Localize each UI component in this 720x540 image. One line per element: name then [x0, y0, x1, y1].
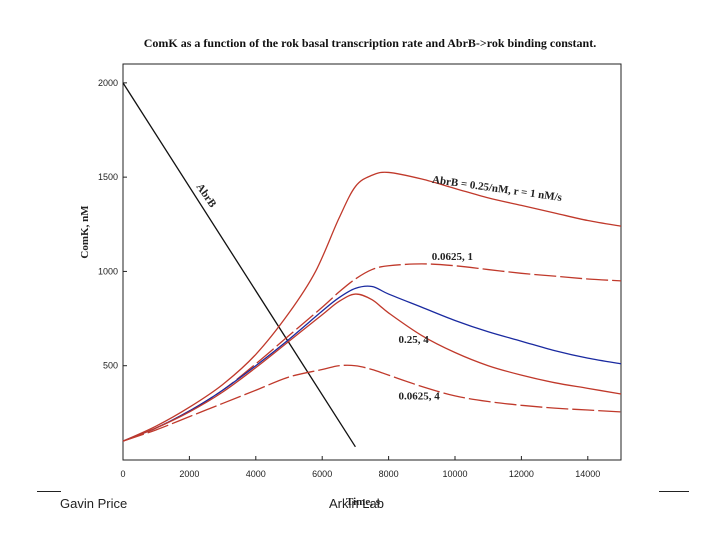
series-line-4 — [122, 293, 622, 442]
x-tick-label: 4000 — [246, 469, 266, 479]
annotation-2: 0.0625, 1 — [432, 251, 473, 263]
footer-lab: Arkin Lab — [329, 496, 384, 511]
series-line-2 — [122, 263, 622, 442]
x-tick-label: 6000 — [312, 469, 332, 479]
chart-title: ComK as a function of the rok basal tran… — [144, 36, 596, 50]
x-tick-label: 14000 — [575, 469, 600, 479]
x-axis-label: Time, s — [346, 496, 381, 508]
plot-frame — [122, 63, 622, 461]
series-line-0 — [122, 82, 356, 448]
x-tick-label: 10000 — [442, 469, 467, 479]
footer-rule-right — [659, 491, 689, 492]
x-tick-label: 12000 — [509, 469, 534, 479]
x-tick-label: 0 — [120, 469, 125, 479]
footer-author: Gavin Price — [60, 496, 128, 511]
y-axis-label: ComK, nM — [79, 205, 91, 259]
series-line-3 — [122, 285, 622, 442]
footer-rule-left — [37, 491, 61, 492]
y-tick-label: 1500 — [98, 172, 118, 182]
x-tick-label: 2000 — [179, 469, 199, 479]
y-tick-label: 500 — [103, 361, 118, 371]
annotation-3: 0.25, 4 — [399, 334, 430, 346]
y-tick-label: 2000 — [98, 78, 118, 88]
x-tick-label: 8000 — [379, 469, 399, 479]
annotation-4: 0.0625, 4 — [399, 391, 441, 403]
series-line-5 — [122, 364, 622, 442]
annotation-0: AbrB — [194, 181, 219, 210]
series-line-1 — [122, 171, 622, 442]
y-tick-label: 1000 — [98, 266, 118, 276]
